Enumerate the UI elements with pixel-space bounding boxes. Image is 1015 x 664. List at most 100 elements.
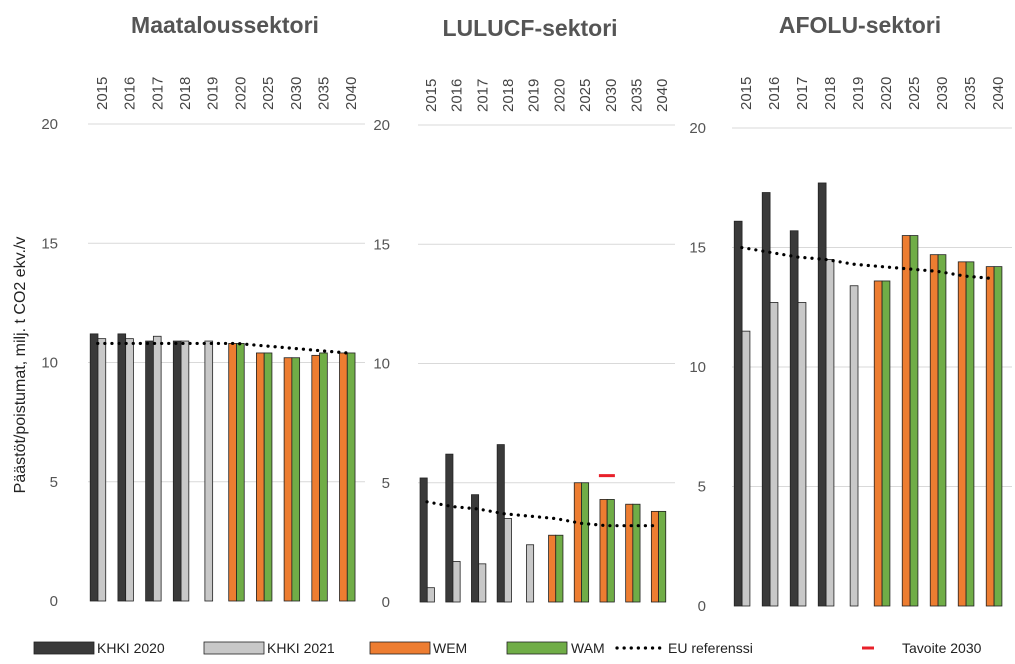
bar-wem: [929, 254, 939, 607]
y-tick-label: 15: [41, 235, 58, 252]
x-tick-label: 2040: [343, 77, 360, 110]
chart-panel-1: Maataloussektori 0 5 10 15 20 2015 2016 2017 2018…: [41, 12, 365, 610]
legend-label: Tavoite 2030: [902, 640, 982, 656]
bar-wam: [291, 357, 301, 602]
legend-swatch: [506, 641, 568, 655]
x-tick-label: 2035: [628, 79, 645, 112]
bar-wam: [263, 352, 273, 602]
x-tick-label: 2016: [449, 79, 466, 112]
x-tick-label: 2019: [850, 77, 867, 110]
y-tick-label: 5: [382, 475, 390, 492]
x-tick-label: 2035: [315, 77, 332, 110]
bar-khki-2020: [817, 182, 827, 607]
bar-wem: [599, 499, 608, 603]
legend: KHKI 2020 KHKI 2021 WEM WAM EU referenssi Tav…: [33, 640, 982, 656]
bar-wem: [957, 261, 967, 607]
bar-khki-2020: [445, 453, 454, 603]
bar-wem: [548, 534, 557, 603]
bar-khki-2021: [797, 302, 807, 607]
bar-wem: [256, 352, 265, 602]
x-tick-label: 2020: [551, 79, 568, 112]
bar-khki-2021: [180, 340, 190, 602]
bar-khki-2021: [825, 259, 835, 607]
x-tick-label: 2018: [822, 77, 839, 110]
y-tick-label: 10: [373, 356, 390, 373]
bar-wem: [228, 343, 237, 602]
bar-wem: [625, 503, 634, 603]
chart-panel-3: AFOLU-sektori 0 5 10 15 20 2015 2016 2017 2018 201…: [689, 12, 1012, 615]
bar-wam: [346, 352, 356, 602]
x-tick-label: 2016: [766, 77, 783, 110]
bar-wam: [555, 534, 564, 603]
bar-khki-2021: [526, 544, 535, 603]
bar-khki-2021: [503, 518, 512, 603]
bar-khki-2021: [849, 285, 859, 607]
legend-swatch: [203, 641, 265, 655]
y-tick-label: 5: [50, 474, 58, 491]
legend-item: EU referenssi: [615, 640, 753, 656]
bar-khki-2020: [89, 333, 99, 602]
bar-wam: [909, 235, 919, 607]
x-tick-label: 2017: [794, 77, 811, 110]
chart-title: LULUCF-sektori: [442, 15, 617, 41]
y-tick-label: 20: [373, 117, 390, 134]
x-tick-label: 2020: [232, 77, 249, 110]
x-tick-label: 2019: [205, 77, 222, 110]
x-tick-label: 2035: [962, 77, 979, 110]
x-tick-label: 2025: [577, 79, 594, 112]
y-tick-label: 5: [698, 479, 706, 496]
y-tick-label: 0: [50, 593, 58, 610]
legend-swatch: [369, 641, 431, 655]
eu-reference-line: [425, 500, 660, 528]
chart-panel-2: LULUCF-sektori 0 5 10 15 20 2015 2016 2017 2018 20…: [373, 15, 675, 611]
bar-khki-2020: [761, 192, 771, 607]
bar-wem: [283, 357, 293, 602]
eu-reference-line: [96, 341, 349, 355]
chart-title: AFOLU-sektori: [779, 12, 941, 38]
x-tick-label: 2040: [990, 77, 1007, 110]
x-tick-label: 2025: [906, 77, 923, 110]
x-tick-label: 2017: [149, 77, 166, 110]
bar-khki-2020: [789, 230, 799, 607]
legend-label: KHKI 2020: [97, 640, 165, 656]
bar-khki-2021: [97, 338, 107, 602]
bar-khki-2021: [452, 561, 461, 603]
bar-wem: [873, 280, 883, 607]
legend-item: KHKI 2020: [33, 640, 165, 656]
y-tick-label: 15: [373, 236, 390, 253]
x-tick-label: 2020: [878, 77, 895, 110]
legend-item: KHKI 2021: [203, 640, 335, 656]
bar-wam: [658, 510, 667, 603]
x-tick-label: 2018: [177, 77, 194, 110]
bar-khki-2020: [145, 340, 154, 602]
y-tick-label: 10: [41, 355, 58, 372]
bar-khki-2021: [426, 587, 435, 603]
x-tick-label: 2018: [500, 79, 517, 112]
bar-wem: [985, 266, 995, 607]
bar-khki-2020: [117, 333, 127, 602]
bar-wam: [319, 352, 328, 602]
bar-wam: [881, 280, 891, 607]
bar-khki-2020: [733, 220, 743, 607]
legend-label: WEM: [433, 640, 467, 656]
legend-label: EU referenssi: [668, 640, 753, 656]
bar-khki-2021: [741, 330, 751, 607]
legend-item: WAM: [506, 640, 605, 656]
x-tick-label: 2015: [423, 79, 440, 112]
bar-khki-2020: [419, 477, 428, 603]
y-axis-label: Päästöt/poistumat, milj. t CO2 ekv./v: [12, 237, 29, 494]
y-tick-label: 20: [41, 116, 58, 133]
bar-khki-2020: [172, 340, 182, 602]
bar-khki-2020: [471, 494, 480, 603]
bar-wem: [573, 482, 582, 603]
bar-wem: [339, 352, 348, 602]
x-tick-label: 2015: [94, 77, 111, 110]
x-tick-label: 2030: [934, 77, 951, 110]
x-tick-label: 2017: [474, 79, 491, 112]
legend-item: Tavoite 2030: [862, 640, 982, 656]
x-tick-label: 2030: [603, 79, 620, 112]
bar-wam: [937, 254, 947, 607]
x-tick-label: 2015: [738, 77, 755, 110]
legend-swatch: [33, 641, 95, 655]
